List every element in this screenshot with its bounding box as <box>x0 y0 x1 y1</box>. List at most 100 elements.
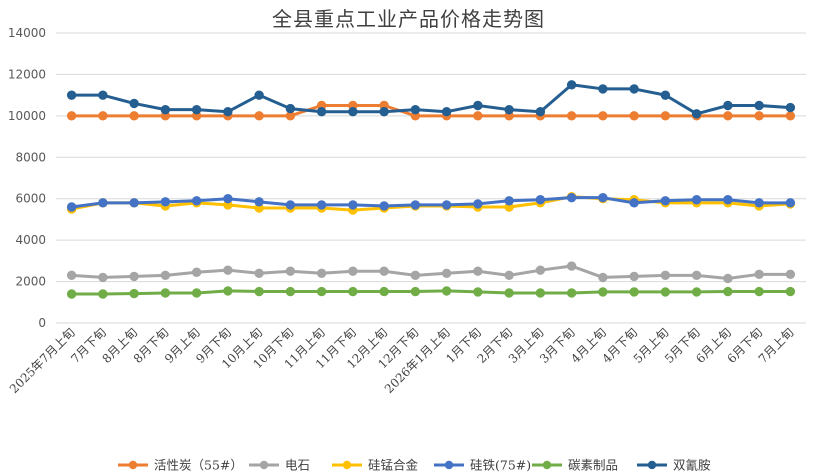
data-point <box>379 107 389 117</box>
data-point <box>66 90 77 100</box>
data-point <box>254 286 264 297</box>
data-point <box>441 107 452 117</box>
data-point <box>254 197 264 207</box>
data-point <box>285 103 296 114</box>
series-line <box>71 196 791 209</box>
data-point <box>129 98 139 109</box>
data-point <box>348 286 358 297</box>
series-line <box>71 289 791 296</box>
data-point <box>410 104 421 115</box>
data-point <box>316 268 327 278</box>
data-point <box>66 270 77 281</box>
data-point <box>660 287 671 297</box>
data-point <box>723 273 733 284</box>
data-point <box>473 287 483 297</box>
data-point <box>535 195 546 205</box>
data-point <box>223 107 233 117</box>
legend-label: 硅铁(75#) <box>470 458 531 473</box>
data-point <box>535 288 546 298</box>
data-point <box>98 272 108 283</box>
series-line <box>71 83 791 116</box>
data-point <box>535 107 546 117</box>
data-point <box>629 111 639 121</box>
data-point <box>348 107 358 117</box>
data-point <box>598 111 608 121</box>
data-point <box>66 202 77 212</box>
data-point <box>410 270 421 281</box>
data-point <box>629 287 639 297</box>
data-point <box>754 269 764 280</box>
data-point <box>504 104 514 115</box>
data-point <box>348 266 358 276</box>
data-point <box>379 266 389 276</box>
legend-marker <box>342 460 352 470</box>
data-point <box>754 100 764 111</box>
data-point <box>410 286 421 297</box>
data-point <box>566 192 577 203</box>
data-point <box>254 268 264 278</box>
data-point <box>160 197 171 207</box>
data-point <box>504 196 514 206</box>
data-point <box>160 288 171 298</box>
data-point <box>129 198 139 208</box>
data-point <box>379 201 389 211</box>
data-point <box>629 271 639 282</box>
data-point <box>441 286 452 296</box>
data-point <box>98 198 108 208</box>
chart-title: 全县重点工业产品价格走势图 <box>272 7 545 31</box>
series-line <box>71 264 791 280</box>
data-point <box>223 194 233 204</box>
data-point <box>473 100 483 111</box>
data-point <box>660 196 671 206</box>
legend-marker <box>647 460 657 470</box>
data-point <box>285 286 296 297</box>
data-point <box>566 111 577 121</box>
y-tick-label: 0 <box>38 316 46 330</box>
data-point <box>316 200 327 210</box>
data-point <box>285 266 296 276</box>
data-point <box>160 104 171 115</box>
y-tick-label: 6000 <box>15 192 46 206</box>
legend-label: 电石 <box>285 458 310 473</box>
data-point <box>598 192 608 203</box>
data-point <box>254 90 264 100</box>
data-point <box>785 286 796 297</box>
data-point <box>223 265 233 275</box>
y-tick-label: 8000 <box>15 150 46 164</box>
data-point <box>441 268 452 278</box>
data-point <box>66 111 77 121</box>
data-point <box>566 80 577 90</box>
data-point <box>785 102 796 113</box>
data-point <box>98 90 108 100</box>
data-point <box>723 100 733 111</box>
data-point <box>410 200 421 210</box>
data-point <box>785 198 796 208</box>
data-point <box>785 269 796 280</box>
data-point <box>629 84 639 94</box>
data-point <box>754 198 764 208</box>
data-point <box>348 200 358 210</box>
data-point <box>473 266 483 276</box>
data-point <box>379 286 389 297</box>
data-point <box>98 289 108 299</box>
data-point <box>504 288 514 298</box>
data-point <box>191 267 202 277</box>
x-tick-label: 2025年7月上旬 <box>7 325 78 396</box>
legend-marker <box>542 460 552 470</box>
data-point <box>129 271 139 282</box>
data-point <box>316 286 327 297</box>
data-point <box>285 200 296 210</box>
data-point <box>691 287 702 297</box>
legend-marker <box>444 460 454 470</box>
y-tick-label: 12000 <box>8 67 46 81</box>
y-tick-label: 2000 <box>15 275 46 289</box>
data-point <box>129 288 139 299</box>
data-point <box>754 111 764 121</box>
data-point <box>785 111 796 121</box>
y-tick-label: 4000 <box>15 233 46 247</box>
data-point <box>223 286 233 296</box>
data-point <box>723 286 733 297</box>
x-tick-label: 7月上旬 <box>756 325 797 366</box>
legend-label: 活性炭（55#） <box>154 458 243 473</box>
